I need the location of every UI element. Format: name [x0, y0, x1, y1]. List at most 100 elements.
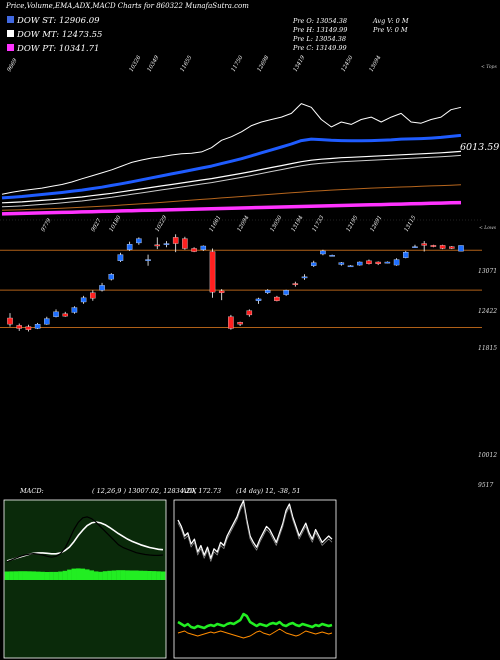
macd-histogram-bar: [80, 568, 86, 580]
candle-body: [34, 324, 41, 329]
legend-swatch-pt: [7, 44, 14, 51]
candle-body: [136, 238, 142, 244]
lows-label: < Lows: [479, 225, 497, 231]
macd-histogram-bar: [84, 569, 90, 580]
legend-pt: DOW PT: 10341.71: [16, 44, 99, 54]
ema-mid-line: [1, 150, 462, 204]
candle-panel: 13071 12422 11815 10012 9517: [0, 234, 497, 489]
avg-volume: Avg V: 0 M: [372, 17, 409, 25]
candle-body: [347, 265, 354, 268]
candle-body: [191, 248, 197, 252]
ema-long-line: [1, 200, 462, 216]
candle-body: [320, 250, 326, 255]
macd-histogram-bar: [35, 571, 41, 580]
macd-histogram-bar: [107, 570, 112, 580]
macd-histogram-bar: [129, 570, 135, 580]
macd-histogram-bar: [18, 571, 23, 580]
y-tick-label: 10012: [478, 452, 497, 459]
candle-body: [338, 262, 345, 265]
candle-body: [292, 283, 299, 285]
macd-histogram-bar: [102, 571, 108, 580]
candle-body: [264, 290, 271, 293]
ohlc-low: Pre L: 13054.38: [292, 35, 346, 43]
candle-body: [99, 285, 105, 291]
legend-mt: DOW MT: 12473.55: [16, 30, 102, 40]
candle-body: [301, 276, 308, 279]
candle-body: [80, 297, 87, 303]
macd-histogram-bar: [71, 568, 77, 580]
y-tick-label: 12422: [478, 308, 497, 315]
ema-short-line: [1, 133, 462, 200]
candle-body: [209, 251, 216, 293]
macd-histogram-bar: [147, 571, 152, 580]
ema-mid-line-2: [1, 154, 462, 208]
pre-volume: Pre V: 0 M: [372, 26, 408, 34]
macd-histogram-bar: [151, 571, 157, 580]
macd-params: ( 12,26,9 ) 13007.02, 12834.29, 172.73: [92, 487, 221, 495]
ohlc-high: Pre H: 13149.99: [292, 26, 347, 34]
y-tick-label: 11815: [478, 345, 497, 352]
candle-body: [283, 290, 289, 295]
candle-body: [200, 245, 207, 250]
macd-histogram-bar: [160, 571, 166, 580]
macd-histogram-bar: [58, 571, 63, 580]
macd-histogram-bar: [111, 570, 117, 580]
candle-body: [228, 316, 234, 329]
y-tick-label: 9517: [478, 482, 493, 489]
candle-body: [274, 296, 280, 301]
adx-line: [177, 500, 333, 560]
adx-line-shadow: [177, 503, 333, 562]
macd-histogram-bar: [62, 570, 68, 580]
candle-body: [44, 318, 50, 325]
candle-body: [117, 254, 124, 261]
candle-body: [449, 246, 455, 249]
candle-body: [384, 261, 391, 264]
candle-body: [163, 243, 170, 245]
macd-histogram-bar: [9, 571, 14, 580]
ema-value-label: 6013.59: [460, 142, 499, 153]
macd-line: [6, 516, 164, 563]
candle-body: [71, 307, 78, 313]
legend-st: DOW ST: 12906.09: [16, 16, 100, 26]
candle-body: [145, 259, 151, 261]
candle-body: [439, 245, 446, 249]
ohlc-open: Pre O: 13054.38: [292, 17, 347, 25]
legend-swatch-st: [7, 16, 14, 23]
candle-body: [366, 260, 372, 264]
candle-body: [255, 298, 262, 301]
tops-label: < Tops: [481, 64, 497, 70]
plus-di-line: [177, 612, 333, 630]
macd-histogram-bar: [31, 571, 37, 580]
macd-histogram-bar: [138, 570, 144, 580]
macd-histogram-bar: [156, 571, 161, 580]
macd-histogram-bar: [44, 572, 50, 580]
price-line: [1, 103, 462, 195]
candle-body: [53, 311, 59, 317]
candle-body: [25, 326, 32, 330]
minus-di-line: [177, 628, 333, 639]
macd-histogram-bar: [13, 571, 19, 580]
candle-body: [108, 274, 114, 280]
candle-body: [62, 313, 68, 317]
candle-body: [421, 243, 427, 246]
macd-panel: [3, 499, 167, 659]
macd-histogram-bar: [93, 571, 99, 580]
macd-histogram-bar: [76, 568, 81, 580]
adx-label: ADX: [181, 487, 197, 495]
candle-body: [375, 261, 381, 264]
candle-body: [403, 252, 409, 258]
macd-histogram-bar: [4, 571, 10, 580]
macd-histogram-bar: [125, 570, 130, 580]
adx-panel: [173, 499, 337, 659]
macd-histogram-bar: [40, 571, 45, 580]
candle-body: [7, 317, 13, 325]
ohlc-info: Pre O: 13054.38 Pre H: 13149.99 Pre L: 1…: [292, 17, 409, 52]
ohlc-close: Pre C: 13149.99: [292, 44, 347, 52]
macd-histogram-bar: [142, 570, 148, 580]
candle-body: [16, 325, 22, 329]
candle-body: [329, 255, 335, 257]
macd-histogram-bar: [98, 571, 103, 580]
macd-histogram-bar: [26, 571, 32, 580]
macd-histogram-bar: [53, 571, 59, 580]
